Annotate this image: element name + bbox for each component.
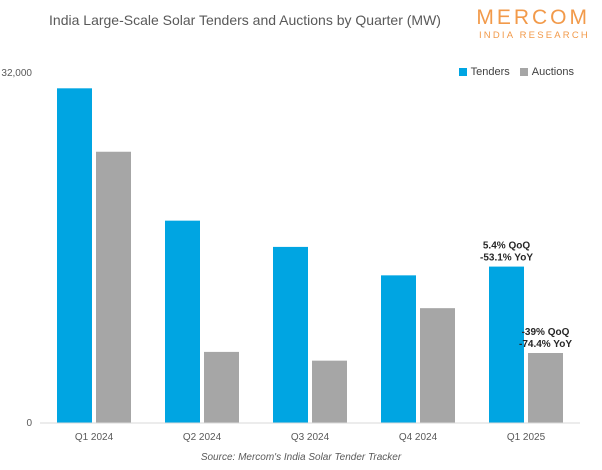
bar-tenders-q1-2024 — [57, 88, 92, 423]
annotation-auctions-line-0: -39% QoQ — [522, 327, 570, 338]
legend-item-auctions: Auctions — [519, 66, 574, 78]
mercom-logo: MERCOM INDIA RESEARCH — [476, 6, 590, 42]
legend-swatch-tenders — [458, 68, 467, 76]
legend-item-tenders: Tenders — [458, 66, 510, 78]
bar-tenders-q1-2025 — [489, 266, 524, 423]
bar-auctions-q4-2024 — [420, 308, 455, 423]
x-tick-label-q3-2024: Q3 2024 — [291, 432, 330, 443]
chart-title: India Large-Scale Solar Tenders and Auct… — [49, 12, 441, 28]
bars — [57, 88, 563, 423]
bar-tenders-q2-2024 — [165, 220, 200, 423]
legend-swatch-auctions — [519, 68, 528, 76]
logo-name: MERCOM — [476, 6, 590, 29]
y-tick-label-0: 0 — [26, 418, 32, 429]
bar-auctions-q3-2024 — [312, 360, 347, 423]
annotation-tenders-line-1: -53.1% YoY — [480, 253, 533, 264]
x-tick-label-q1-2024: Q1 2024 — [75, 432, 114, 443]
x-tick-label-q4-2024: Q4 2024 — [399, 432, 438, 443]
annotations: 5.4% QoQ-53.1% YoY -39% QoQ-74.4% YoY — [480, 241, 572, 350]
x-tick-label-q1-2025: Q1 2025 — [507, 432, 546, 443]
chart-legend: Tenders Auctions — [458, 66, 574, 78]
bar-auctions-q2-2024 — [204, 351, 239, 423]
bar-auctions-q1-2025 — [528, 353, 563, 423]
bar-auctions-q1-2024 — [96, 151, 131, 423]
annotation-tenders-line-0: 5.4% QoQ — [483, 241, 530, 252]
legend-label-auctions: Auctions — [531, 66, 574, 78]
x-tick-label-q2-2024: Q2 2024 — [183, 432, 222, 443]
source-note: Source: Mercom's India Solar Tender Trac… — [200, 452, 402, 463]
bar-tenders-q3-2024 — [273, 246, 308, 423]
y-axis-labels: 0 32,000 — [1, 68, 32, 429]
x-axis-labels: Q1 2024 Q2 2024 Q3 2024 Q4 2024 Q1 2025 — [75, 432, 546, 443]
y-tick-label-1: 32,000 — [1, 68, 32, 79]
bar-tenders-q4-2024 — [381, 275, 416, 423]
legend-label-tenders: Tenders — [470, 66, 510, 78]
annotation-auctions-line-1: -74.4% YoY — [519, 339, 572, 350]
logo-subtitle: INDIA RESEARCH — [478, 30, 590, 41]
